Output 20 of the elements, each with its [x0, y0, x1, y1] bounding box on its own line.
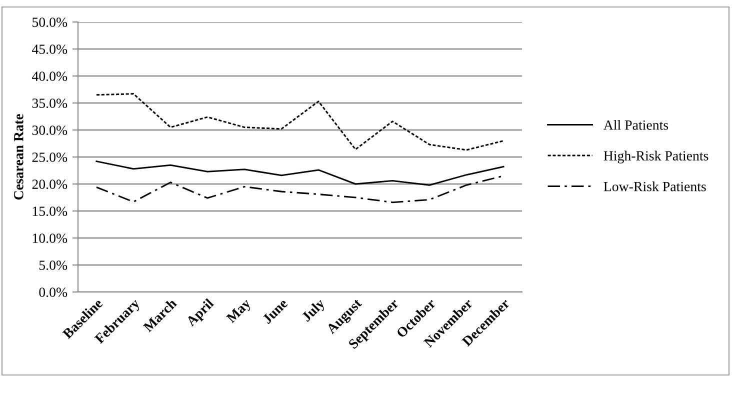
y-tick-label: 20.0%	[32, 180, 68, 190]
y-tick-label: 45.0%	[32, 44, 68, 54]
y-tick-label: 50.0%	[32, 18, 68, 28]
line-series	[96, 160, 504, 186]
y-tick-label: 30.0%	[32, 126, 68, 136]
x-tick-label: June	[262, 298, 288, 324]
x-tick-label: May	[226, 298, 254, 326]
y-tick-label: 10.0%	[32, 234, 68, 244]
x-tick-label: July	[300, 298, 328, 324]
y-tick-label: 5.0%	[39, 260, 68, 270]
y-tick-label: 15.0%	[32, 206, 68, 216]
y-tick-label: 35.0%	[32, 98, 68, 108]
y-tick-label: 40.0%	[32, 72, 68, 82]
y-tick-label: 25.0%	[32, 152, 68, 162]
legend-label: Low-Risk Patients	[604, 182, 706, 192]
line-series	[96, 93, 504, 151]
y-tick-label: 0.0%	[39, 288, 68, 298]
y-axis-title: Cesarean Rate	[14, 114, 24, 200]
legend-label: High-Risk Patients	[604, 150, 708, 164]
legend-label: All Patients	[604, 120, 668, 130]
